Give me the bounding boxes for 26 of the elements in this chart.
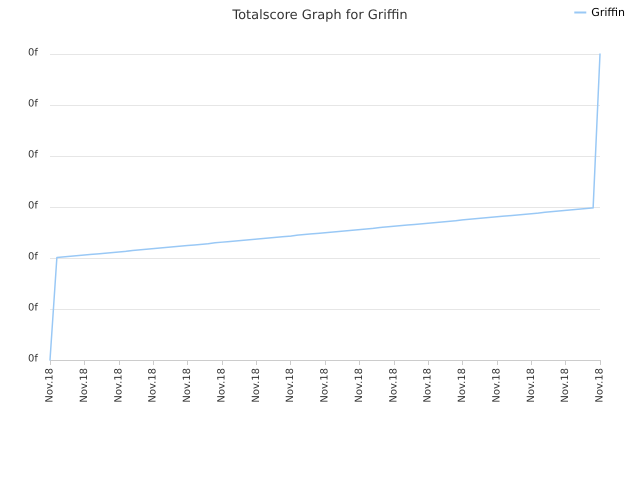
chart-title: Totalscore Graph for Griffin <box>231 8 408 23</box>
x-tick-label: Nov.18 <box>491 368 502 403</box>
x-tick-label: Nov.18 <box>285 368 296 403</box>
x-tick-label: Nov.18 <box>560 368 572 403</box>
x-tick-label: Nov.18 <box>526 368 537 403</box>
x-tick-label: Nov.18 <box>44 368 56 403</box>
x-tick-label: Nov.18 <box>354 368 365 403</box>
text: 0f <box>28 98 38 110</box>
x-tick-label: Nov.18 <box>78 368 90 403</box>
text: 0f <box>28 354 38 364</box>
text: 0f <box>28 48 38 58</box>
x-tick-label: Nov.18 <box>113 368 124 403</box>
x-tick-label: Nov.18 <box>457 368 468 403</box>
text: 0f <box>28 200 38 212</box>
x-tick-label: Nov.18 <box>148 368 159 403</box>
x-tick-label: Nov.18 <box>594 368 606 403</box>
x-tick-label: Nov.18 <box>216 368 228 403</box>
legend-label: Griffin <box>591 6 626 19</box>
x-tick-label: Nov.18 <box>388 368 400 403</box>
x-tick-label: Nov.18 <box>182 368 193 403</box>
text: 0f <box>28 302 38 314</box>
text: 0f <box>28 252 38 262</box>
x-tick-label: Nov.18 <box>422 368 434 403</box>
x-tick-label: Nov.18 <box>320 368 330 403</box>
x-tick-label: Nov.18 <box>250 368 262 403</box>
text: 0f <box>28 150 38 160</box>
